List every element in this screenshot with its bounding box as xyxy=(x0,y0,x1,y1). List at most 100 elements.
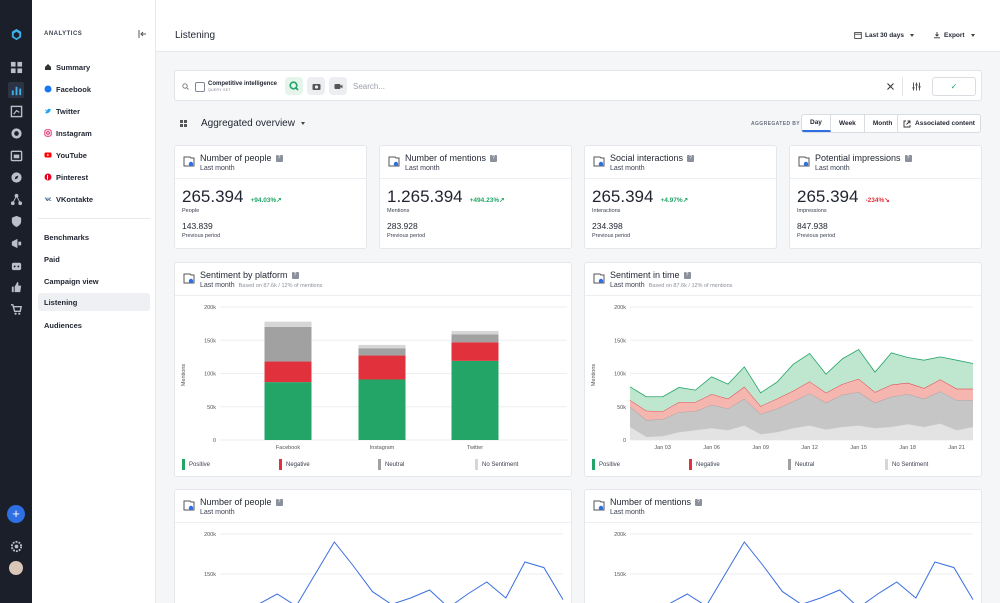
kpi-delta-text: +94.03% xyxy=(250,197,277,204)
area-series xyxy=(630,391,973,437)
legend-item[interactable]: No Sentiment xyxy=(475,459,518,470)
bar-segment xyxy=(358,344,406,349)
collapse-sidebar-icon[interactable] xyxy=(137,29,147,39)
sidebar-item-audiences[interactable]: Audiences xyxy=(44,320,82,330)
sidebar-item-vkontakte[interactable]: VKontakte xyxy=(44,192,93,206)
filter-settings-icon[interactable] xyxy=(912,82,921,91)
export-dropdown[interactable]: Export xyxy=(933,31,975,39)
main-content: Listening Last 30 days Export Competitiv… xyxy=(156,0,1000,603)
legend-item[interactable]: Negative xyxy=(279,459,310,470)
number-of-mentions-chart: 200k 150k xyxy=(614,532,974,603)
settings-icon[interactable] xyxy=(9,539,23,553)
card-title: Number of mentions xyxy=(610,497,692,507)
card-period: Last month xyxy=(610,282,645,289)
legend-label: No Sentiment xyxy=(892,461,929,468)
associated-content-button[interactable]: Associated content xyxy=(897,114,981,133)
analytics-icon[interactable] xyxy=(8,82,24,98)
legend-item[interactable]: Positive xyxy=(592,459,620,470)
listening-icon[interactable] xyxy=(9,126,23,140)
legend-label: Positive xyxy=(599,461,621,468)
keyword-filter-button[interactable] xyxy=(285,77,303,95)
network-icon[interactable] xyxy=(9,192,23,206)
separator xyxy=(902,77,903,96)
sidebar-item-youtube[interactable]: YouTube xyxy=(44,148,87,162)
sidebar-item-pinterest[interactable]: Pinterest xyxy=(44,170,88,184)
legend-swatch xyxy=(378,459,381,470)
video-filter-button[interactable] xyxy=(329,77,347,95)
y-tick-label: 150k xyxy=(204,572,216,578)
listening-card-icon xyxy=(388,156,400,167)
shield-icon[interactable] xyxy=(9,214,23,228)
query-set-icon xyxy=(195,81,205,92)
avatar[interactable] xyxy=(9,561,23,575)
legend-item[interactable]: No Sentiment xyxy=(885,459,928,470)
kpi-previous-value: 143.839 xyxy=(182,221,213,231)
kpi-value: 1.265.394 xyxy=(387,187,463,206)
apply-button[interactable]: ✓ xyxy=(932,77,976,96)
legend-swatch xyxy=(279,459,282,470)
aggregated-by-label: AGGREGATED BY xyxy=(751,121,800,127)
sidebar-item-summary[interactable]: Summary xyxy=(44,60,90,74)
external-link-icon xyxy=(903,120,911,127)
trend-icon: ↗ xyxy=(682,197,689,204)
kpi-label: Mentions xyxy=(387,208,410,214)
help-icon[interactable]: ? xyxy=(904,154,912,162)
sidebar-item-campaign-view[interactable]: Campaign view xyxy=(44,276,99,286)
cart-icon[interactable] xyxy=(9,302,23,316)
legend-item[interactable]: Negative xyxy=(689,459,720,470)
card-period: Last month xyxy=(200,282,235,289)
y-tick-label: 150k xyxy=(614,572,626,578)
date-range-dropdown[interactable]: Last 30 days xyxy=(854,31,915,39)
sidebar-item-paid[interactable]: Paid xyxy=(44,254,60,264)
kpi-card: Social interactions? Last month 265.394 +… xyxy=(584,145,777,249)
bar-segment xyxy=(358,379,406,440)
like-icon[interactable] xyxy=(9,280,23,294)
help-icon[interactable]: ? xyxy=(275,498,283,506)
kpi-period: Last month xyxy=(405,165,440,172)
calendar-icon[interactable] xyxy=(9,148,23,162)
logo-icon[interactable] xyxy=(9,27,23,41)
card-title: Sentiment in time xyxy=(610,270,680,280)
period-month-button[interactable]: Month xyxy=(872,120,893,127)
kpi-previous-value: 283.928 xyxy=(387,221,418,231)
help-icon[interactable]: ? xyxy=(695,498,703,506)
legend-item[interactable]: Neutral xyxy=(378,459,404,470)
help-icon[interactable]: ? xyxy=(490,154,498,162)
explore-icon[interactable] xyxy=(9,170,23,184)
image-filter-button[interactable] xyxy=(307,77,325,95)
listening-card-icon xyxy=(798,156,810,167)
listening-card-icon xyxy=(593,500,605,511)
help-icon[interactable]: ? xyxy=(687,154,695,162)
search-input[interactable]: Search... xyxy=(353,82,386,91)
sentiment-in-time-chart: 0 50k 100k 150k 200k Mentions Jan 03 Jan 06 Jan … xyxy=(591,305,974,451)
help-icon[interactable]: ? xyxy=(683,271,691,279)
y-tick-label: 200k xyxy=(204,305,216,311)
bot-icon[interactable] xyxy=(9,258,23,272)
kpi-delta: +4.97%↗ xyxy=(660,196,688,204)
legend-item[interactable]: Positive xyxy=(182,459,210,470)
query-set-chip[interactable]: Competitive intelligence QUERY SET xyxy=(195,77,277,96)
sidebar-item-benchmarks[interactable]: Benchmarks xyxy=(44,232,90,242)
close-icon[interactable] xyxy=(887,83,894,90)
dashboard-icon[interactable] xyxy=(9,60,23,74)
y-axis-label: Mentions xyxy=(181,364,187,387)
period-week-button[interactable]: Week xyxy=(831,115,865,132)
sentiment-by-platform-card: Sentiment by platform? Last month Based o… xyxy=(174,262,572,477)
search-keyword-icon xyxy=(289,81,299,91)
sidebar-item-twitter[interactable]: Twitter xyxy=(44,104,80,118)
megaphone-icon[interactable] xyxy=(9,236,23,250)
kpi-period: Last month xyxy=(200,165,235,172)
period-day-button[interactable]: Day xyxy=(802,115,831,132)
sidebar-item-instagram[interactable]: Instagram xyxy=(44,126,92,140)
add-button[interactable]: + xyxy=(7,505,25,523)
sidebar-item-facebook[interactable]: Facebook xyxy=(44,82,91,96)
reports-icon[interactable] xyxy=(9,104,23,118)
help-icon[interactable]: ? xyxy=(275,154,283,162)
home-icon xyxy=(44,63,52,71)
view-dropdown[interactable]: Aggregated overview xyxy=(180,118,305,129)
help-icon[interactable]: ? xyxy=(291,271,299,279)
legend-item[interactable]: Neutral xyxy=(788,459,814,470)
sidebar-item-listening[interactable]: Listening xyxy=(38,293,150,311)
trend-icon: ↗ xyxy=(276,197,282,204)
card-header: Number of mentions? Last month xyxy=(380,146,571,179)
